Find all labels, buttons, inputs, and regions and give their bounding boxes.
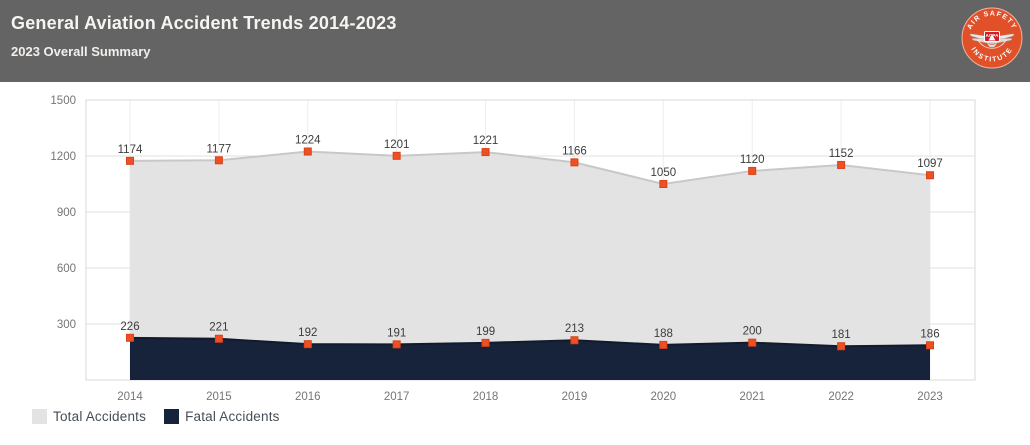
logo-banner-line: [977, 39, 1007, 49]
total-marker: [659, 180, 668, 188]
fatal-marker: [926, 341, 934, 350]
total-accidents-swatch-icon: [32, 409, 47, 424]
fatal-marker: [303, 340, 312, 349]
fatal-data-label: 199: [476, 326, 495, 338]
page-title: General Aviation Accident Trends 2014-20…: [11, 13, 397, 33]
x-tick-label: 2018: [473, 391, 499, 403]
header: General Aviation Accident Trends 2014-20…: [0, 0, 1030, 82]
fatal-data-label: 200: [743, 326, 762, 338]
fatal-marker: [570, 336, 579, 345]
x-tick-label: 2014: [117, 391, 143, 403]
legend-label-fatal: Fatal Accidents: [185, 409, 280, 424]
total-marker: [570, 158, 579, 167]
fatal-marker: [659, 340, 668, 349]
total-data-label: 1221: [473, 135, 499, 147]
logo-badge-ring: [961, 7, 1023, 69]
air-safety-institute-logo-icon: AIR SAFETY INSTITUTE AOPA: [961, 7, 1023, 69]
total-marker: [926, 171, 934, 180]
total-marker: [748, 166, 757, 175]
x-tick-label: 2016: [295, 391, 321, 403]
total-accidents-line: [129, 150, 931, 186]
fatal-data-label: 226: [120, 321, 139, 333]
fatal-data-label: 213: [565, 323, 584, 335]
fatal-data-label: 186: [920, 328, 939, 340]
total-data-label: 1174: [118, 144, 143, 156]
fatal-data-label: 221: [209, 322, 228, 334]
y-tick-label: 900: [57, 207, 76, 219]
x-tick-label: 2022: [828, 391, 854, 403]
total-accidents-area: [130, 151, 930, 380]
total-marker: [126, 156, 134, 165]
x-tick-label: 2015: [206, 391, 232, 403]
total-data-label: 1097: [917, 158, 943, 170]
total-marker: [303, 147, 312, 156]
total-data-label: 1201: [384, 139, 410, 151]
total-marker: [214, 156, 223, 165]
total-data-label: 1166: [562, 145, 587, 157]
y-tick-label: 600: [57, 263, 76, 275]
fatal-accidents-line: [129, 336, 931, 348]
total-marker: [837, 160, 846, 169]
fatal-accidents-swatch-icon: [164, 409, 180, 424]
page-subtitle: 2023 Overall Summary: [11, 44, 151, 59]
total-marker: [392, 151, 401, 160]
total-data-label: 1152: [829, 148, 854, 160]
total-data-label: 1120: [740, 154, 765, 166]
total-marker: [481, 148, 490, 157]
fatal-marker: [481, 338, 490, 347]
x-tick-label: 2023: [917, 391, 943, 403]
x-tick-label: 2019: [562, 391, 588, 403]
chart-legend: Total Accidents Fatal Accidents: [32, 409, 280, 424]
x-tick-label: 2017: [384, 391, 410, 403]
logo-center-text: AOPA: [986, 33, 1000, 38]
y-tick-label: 1200: [50, 151, 76, 163]
fatal-data-label: 191: [387, 327, 406, 339]
legend-item-total-accidents[interactable]: Total Accidents: [32, 409, 146, 424]
y-tick-label: 1500: [50, 95, 76, 107]
legend-item-fatal-accidents[interactable]: Fatal Accidents: [164, 409, 280, 424]
total-data-label: 1177: [207, 143, 232, 155]
fatal-marker: [126, 333, 134, 342]
legend-label-total: Total Accidents: [53, 409, 147, 424]
fatal-marker: [837, 342, 846, 351]
logo-aopa-shield: AOPA: [984, 31, 1000, 42]
total-data-label: 1224: [295, 135, 321, 147]
fatal-marker: [748, 338, 757, 347]
fatal-marker: [392, 340, 401, 349]
total-data-label: 1050: [651, 167, 677, 179]
fatal-accidents-area: [130, 337, 930, 380]
x-tick-label: 2020: [651, 391, 677, 403]
fatal-data-label: 181: [832, 329, 851, 341]
x-tick-label: 2021: [739, 391, 765, 403]
fatal-data-label: 192: [298, 327, 317, 339]
fatal-marker: [214, 334, 223, 343]
accident-trends-area-chart: 1174 1177 1224 1201 1221 1166 1050 1120 1152 1097…: [50, 95, 976, 403]
y-tick-label: 300: [57, 319, 76, 331]
fatal-data-label: 188: [654, 328, 673, 340]
